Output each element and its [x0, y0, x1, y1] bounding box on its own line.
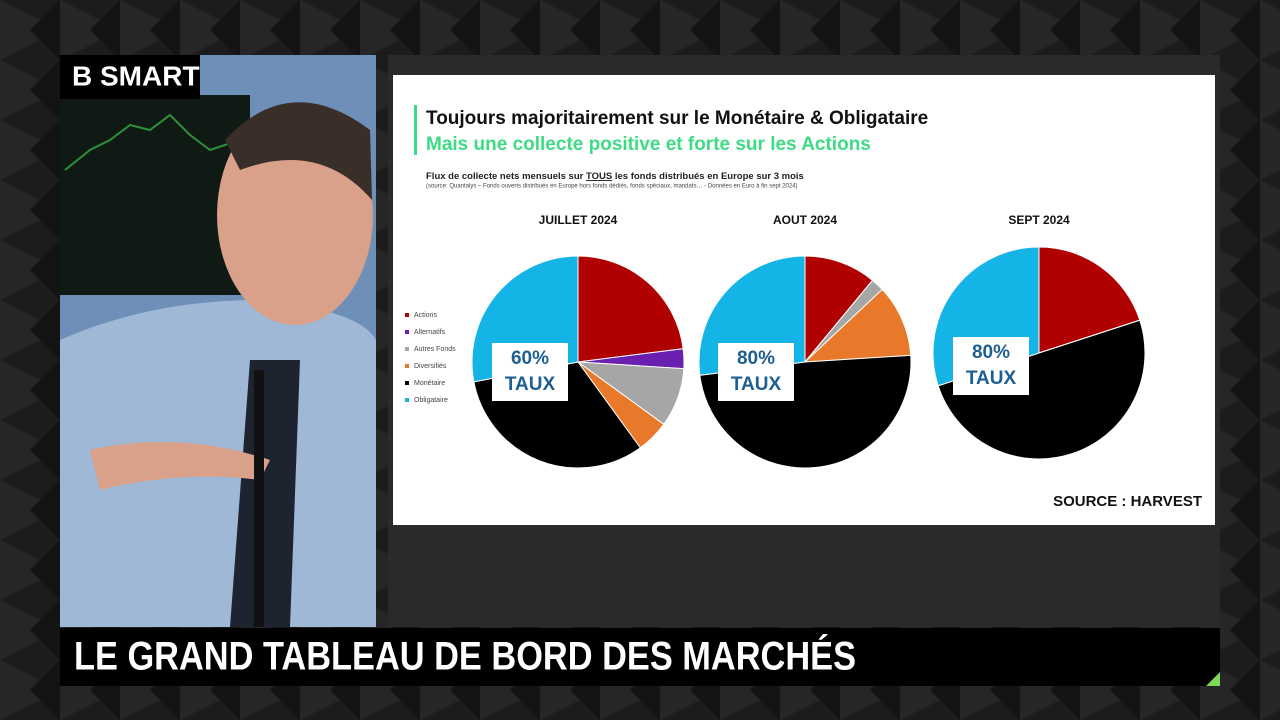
legend-label: Actions [414, 312, 437, 319]
legend-swatch [405, 347, 409, 351]
annotation-value: 80% [737, 348, 775, 369]
desc-part: les fonds distribués en Europe sur 3 moi… [612, 171, 804, 182]
studio-video [60, 55, 376, 627]
pie-title: SEPT 2024 [1008, 213, 1070, 227]
legend-swatch [405, 381, 409, 385]
accent-bar [414, 105, 417, 155]
source-note: (source: Quantalys – Fonds ouverts distr… [426, 184, 798, 190]
annotation-value: 80% [972, 342, 1010, 363]
legend-label: Autres Fonds [414, 346, 456, 353]
slide-description: Flux de collecte nets mensuels sur TOUS … [426, 171, 804, 182]
slide-title: Toujours majoritairement sur le Monétair… [426, 108, 928, 129]
pie-slice [577, 255, 684, 363]
banner-text: LE GRAND TABLEAU DE BORD DES MARCHÉS [74, 634, 856, 679]
pie-slice [937, 319, 1146, 460]
banner-bg [60, 628, 1220, 686]
annotation-box [492, 343, 568, 401]
annotation-value: 60% [511, 348, 549, 369]
slide-subtitle: Mais une collecte positive et forte sur … [426, 134, 871, 155]
pie-slice [804, 255, 874, 364]
legend-label: Monétaire [414, 380, 445, 387]
legend-label: Obligataire [414, 397, 448, 404]
annotation-label: TAUX [966, 368, 1017, 389]
charts: Actions Alternatifs Autres Fonds Diversifié… [405, 213, 1146, 469]
pie-title: AOUT 2024 [773, 213, 837, 227]
annotation-box [953, 337, 1029, 395]
desc-emphasis: TOUS [586, 171, 612, 182]
banner-corner [1206, 672, 1220, 686]
legend-swatch [405, 330, 409, 334]
desc-part: Flux de collecte nets mensuels sur [426, 171, 586, 182]
annotation-label: TAUX [731, 374, 782, 395]
pie-title: JUILLET 2024 [539, 213, 618, 227]
pie-slice [803, 288, 912, 363]
legend-swatch [405, 364, 409, 368]
legend-swatch [405, 398, 409, 402]
annotation-label: TAUX [505, 374, 556, 395]
pie-slice [1038, 246, 1141, 354]
source: SOURCE : HARVEST [1053, 493, 1202, 510]
legend-swatch [405, 313, 409, 317]
legend-label: Diversifiés [414, 363, 447, 370]
annotation-box [718, 343, 794, 401]
logo: B SMART [72, 60, 200, 91]
legend-label: Alternatifs [414, 329, 446, 336]
